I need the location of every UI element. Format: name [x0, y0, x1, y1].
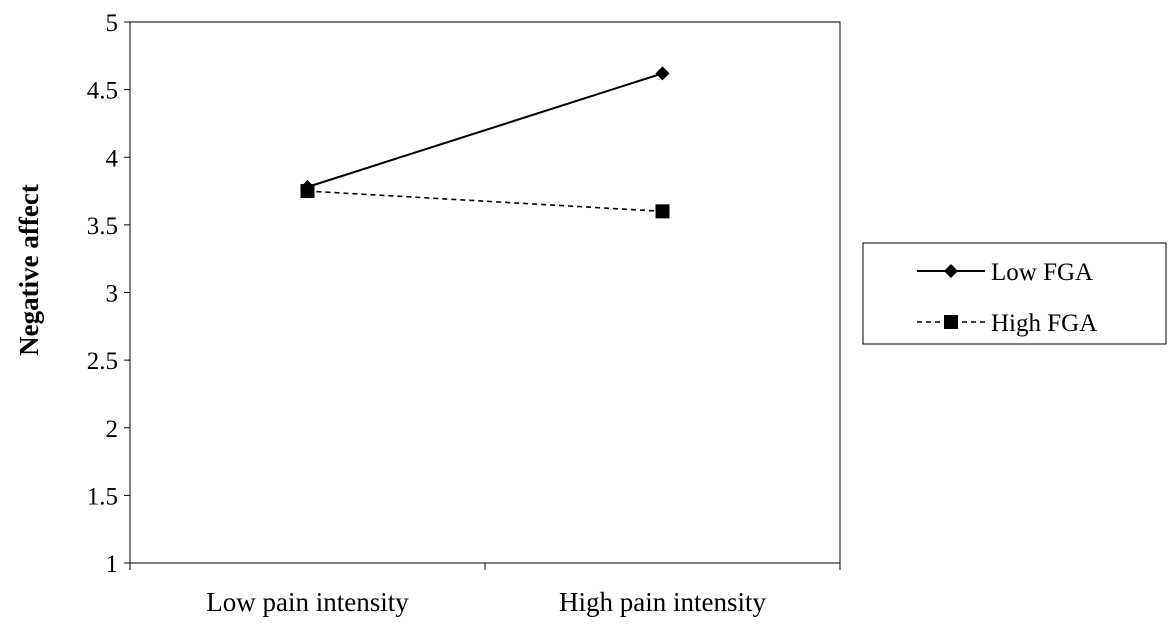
legend-items: Low FGA High FGA: [917, 259, 1097, 337]
legend-item: High FGA: [917, 310, 1097, 337]
legend-label: Low FGA: [991, 259, 1093, 286]
y-axis-ticks: 1 1.5 2 2.5 3 3.5 4 4.5 5: [87, 10, 130, 578]
x-axis-ticks: Low pain intensity High pain intensity: [129, 563, 841, 617]
y-tick-label: 3.5: [87, 213, 118, 240]
diamond-marker: [655, 66, 670, 81]
series-layer: [300, 66, 670, 219]
x-category-label: High pain intensity: [559, 587, 766, 617]
legend-square-marker: [944, 315, 958, 329]
y-axis-title: Negative affect: [14, 184, 44, 356]
y-tick-label: 1.5: [87, 483, 118, 510]
series-2: [300, 184, 670, 219]
y-tick-label: 4.5: [87, 78, 118, 105]
y-tick-label: 4: [106, 145, 119, 172]
y-tick-label: 5: [106, 10, 119, 37]
square-marker: [300, 184, 315, 199]
legend-box: [862, 242, 1167, 345]
square-marker: [655, 204, 670, 219]
x-category-label: Low pain intensity: [206, 587, 409, 617]
legend: Low FGA High FGA: [862, 242, 1167, 345]
legend-diamond-marker: [944, 264, 958, 278]
series-line: [307, 72, 663, 188]
y-tick-label: 3: [106, 281, 119, 308]
y-tick-label: 2.5: [87, 348, 118, 375]
legend-label: High FGA: [991, 310, 1097, 337]
y-tick-label: 2: [106, 416, 119, 443]
y-tick-label: 1: [106, 551, 119, 578]
plot-area: [129, 21, 841, 564]
legend-item: Low FGA: [917, 259, 1093, 286]
